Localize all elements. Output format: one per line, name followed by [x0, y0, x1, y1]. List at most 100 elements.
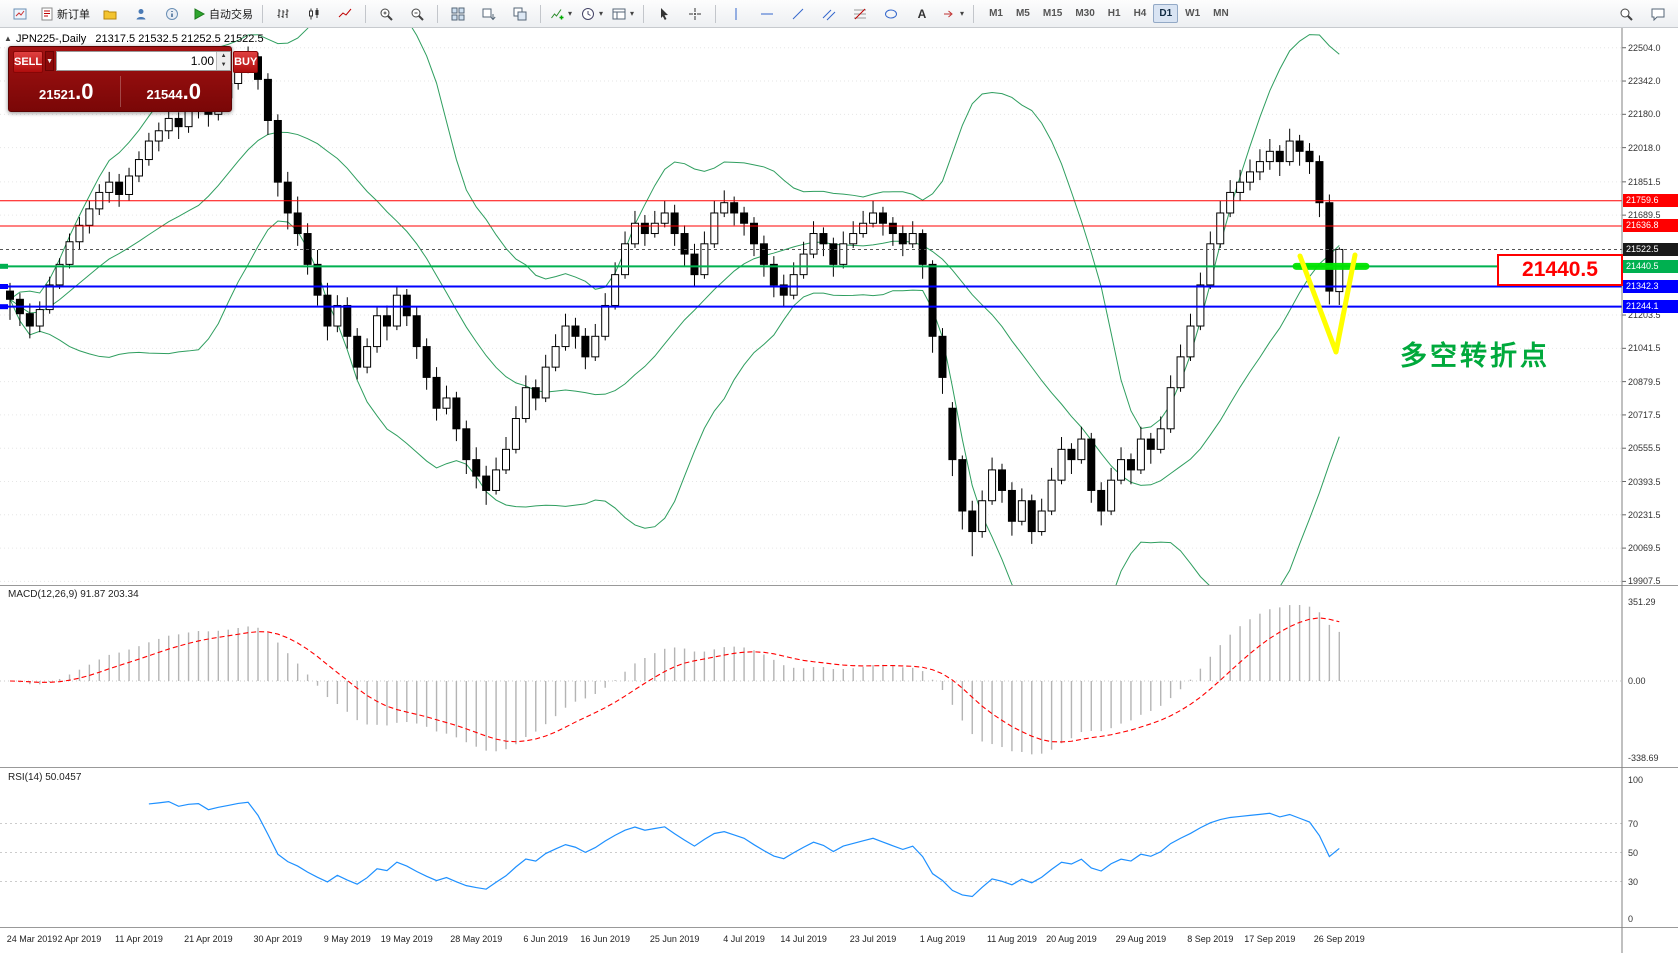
trendline-tool-button[interactable]	[783, 2, 813, 26]
v-reversal-mark[interactable]	[1297, 252, 1358, 355]
text-tool-button[interactable]: A	[907, 2, 937, 26]
candle-body	[1275, 150, 1284, 163]
symbol-period-label: JPN225-,Daily	[16, 33, 87, 45]
autotrading-play-icon	[194, 7, 206, 20]
candlestick-chart	[0, 28, 1678, 953]
fibonacci-tool-button[interactable]	[845, 2, 875, 26]
toolbar-separator	[643, 4, 645, 23]
bollinger-middle-band	[9, 131, 1340, 486]
sell-price[interactable]: 21521.0	[13, 76, 121, 107]
profiles-button[interactable]	[95, 2, 125, 26]
autotrading-button[interactable]: 自动交易	[188, 2, 257, 26]
arrange-windows-button[interactable]	[474, 2, 504, 26]
candle-body	[45, 284, 54, 311]
candle-body	[898, 233, 907, 245]
order-type-dropdown[interactable]: ▼	[45, 51, 55, 71]
candle-body	[888, 222, 897, 235]
tile-windows-button[interactable]	[443, 2, 473, 26]
stepper-up-icon[interactable]: ▲	[217, 52, 231, 61]
hline-anchor-handle[interactable]	[0, 263, 8, 269]
candle-body	[442, 397, 451, 409]
sell-price-frac: .0	[75, 79, 94, 104]
candle-body	[382, 315, 391, 327]
candle-body	[1117, 459, 1126, 481]
new-order-label: 新订单	[57, 8, 90, 21]
channel-tool-button[interactable]	[814, 2, 844, 26]
volume-stepper[interactable]: ▲ ▼	[216, 52, 231, 70]
timeframe-button-h1[interactable]: H1	[1107, 8, 1121, 19]
candle-body	[412, 315, 421, 348]
candle-body	[1047, 479, 1056, 512]
candle-body	[472, 459, 481, 477]
data-window-button[interactable]	[157, 2, 187, 26]
candlestick-chart-button[interactable]	[299, 2, 329, 26]
candle-body	[799, 253, 808, 276]
shapes-tool-button[interactable]	[876, 2, 906, 26]
sell-button[interactable]: SELL	[13, 51, 44, 73]
cascade-windows-button[interactable]	[505, 2, 535, 26]
candle-body	[273, 119, 282, 183]
indicators-button[interactable]: ▾	[546, 2, 576, 26]
candle-body	[1007, 489, 1016, 522]
candle-body	[1146, 438, 1155, 450]
bar-chart-button[interactable]	[268, 2, 298, 26]
candle-body	[482, 475, 491, 491]
timeframe-button-w1[interactable]: W1	[1185, 8, 1201, 19]
one-click-panel-toggle-icon[interactable]: ▲	[4, 34, 12, 43]
timeframe-button-m30[interactable]: M30	[1075, 8, 1095, 19]
candle-body	[1236, 181, 1245, 193]
chart-title: JPN225-,Daily 21317.5 21532.5 21252.5 21…	[16, 33, 264, 45]
crosshair-button[interactable]	[680, 2, 710, 26]
crosshair-icon	[689, 7, 702, 20]
candle-body	[650, 222, 659, 235]
candle-body	[700, 243, 709, 276]
timeframe-button-mn[interactable]: MN	[1213, 8, 1229, 19]
dropdown-caret-icon: ▾	[599, 9, 604, 18]
arrange-windows-icon	[482, 8, 496, 20]
candle-body	[541, 366, 550, 399]
turning-point-annotation[interactable]: 多空转折点	[1400, 341, 1550, 371]
timeframe-button-h4[interactable]: H4	[1133, 8, 1147, 19]
hline-anchor-handle[interactable]	[0, 284, 8, 290]
candle-body	[1166, 387, 1175, 430]
candle-body	[998, 469, 1006, 491]
timeframe-button-d1[interactable]: D1	[1153, 4, 1179, 23]
timeframe-button-m5[interactable]: M5	[1015, 8, 1030, 19]
timeframe-button-m15[interactable]: M15	[1042, 8, 1063, 19]
arrows-tool-button[interactable]: ▾	[938, 2, 968, 26]
zoom-in-icon	[380, 8, 393, 21]
stepper-down-icon[interactable]: ▼	[217, 61, 231, 70]
vertical-line-tool-button[interactable]	[721, 2, 751, 26]
candle-body	[839, 243, 848, 265]
candle-body	[948, 407, 957, 461]
candle-body	[502, 448, 510, 471]
candle-body	[730, 202, 739, 214]
new-order-button[interactable]: 新订单	[36, 2, 94, 26]
hline-anchor-handle[interactable]	[0, 304, 8, 310]
periods-button[interactable]: ▾	[577, 2, 607, 26]
new-chart-button[interactable]	[5, 2, 35, 26]
zoom-in-button[interactable]	[371, 2, 401, 26]
dropdown-caret-icon: ▾	[568, 9, 573, 18]
line-chart-button[interactable]	[330, 2, 360, 26]
candle-body	[640, 222, 649, 235]
volume-box: ▲▼	[56, 51, 232, 71]
price-callout-box[interactable]: 21440.5	[1497, 254, 1623, 286]
svg-text:A: A	[918, 7, 927, 21]
volume-input[interactable]	[57, 54, 217, 68]
chat-button[interactable]	[1643, 2, 1673, 26]
buy-button[interactable]: BUY	[233, 51, 259, 73]
candle-body	[571, 325, 580, 337]
cursor-button[interactable]	[649, 2, 679, 26]
timeframe-button-m1[interactable]: M1	[989, 8, 1003, 19]
horizontal-line-tool-button[interactable]	[752, 2, 782, 26]
search-button[interactable]	[1611, 2, 1641, 26]
market-watch-button[interactable]	[126, 2, 156, 26]
templates-button[interactable]: ▾	[608, 2, 638, 26]
buy-price[interactable]: 21544.0	[121, 76, 228, 107]
candle-body	[462, 428, 471, 461]
bollinger-upper-band	[9, 28, 1340, 430]
zoom-out-button[interactable]	[402, 2, 432, 26]
candle-body	[492, 469, 501, 491]
cursor-icon	[661, 7, 669, 20]
